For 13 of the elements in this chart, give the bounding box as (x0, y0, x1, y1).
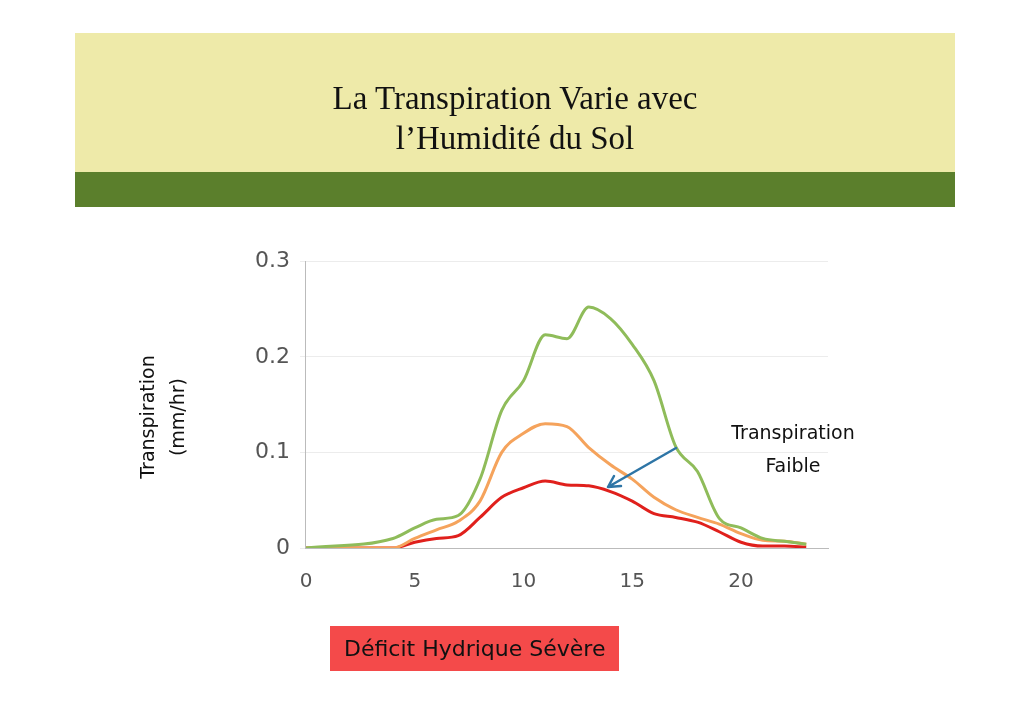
y-tick-label: 0.2 (254, 342, 290, 368)
annotation: Transpiration Faible (731, 420, 855, 478)
y-axis-title: Transpiration (mm/hr) (135, 355, 189, 479)
y-tick-label: 0.1 (254, 438, 290, 464)
x-tick-label: 5 (408, 568, 422, 593)
chart-title: La Transpiration Varie avec l’Humidité du Sol (331, 79, 699, 158)
x-tick-label: 20 (728, 568, 754, 593)
x-tick-label: 0 (299, 568, 313, 593)
y-tick-label: 0 (275, 533, 290, 559)
text: Déficit Hydrique Sévère (330, 626, 620, 671)
x-tick-label: 15 (619, 568, 645, 593)
x-tick-label: 10 (510, 568, 537, 593)
y-tick-label: 0.3 (254, 246, 290, 272)
